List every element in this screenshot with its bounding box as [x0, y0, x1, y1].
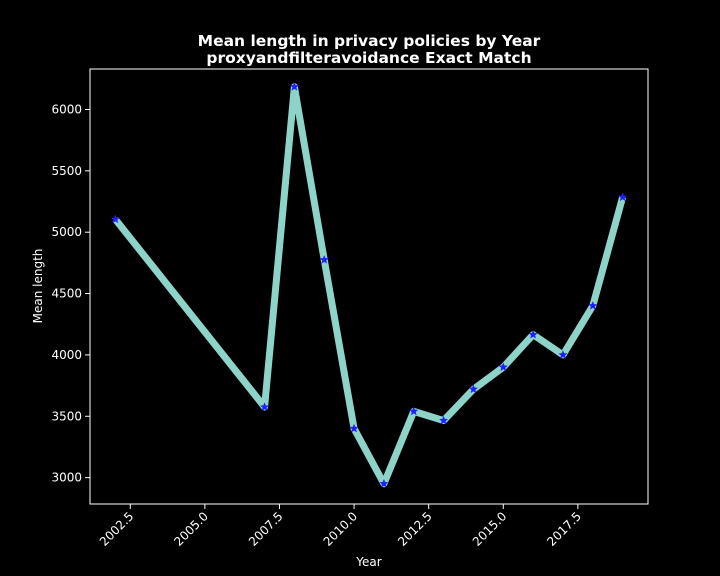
y-tick-label: 4500 [51, 287, 82, 301]
data-point-marker [468, 384, 479, 394]
data-point-marker [379, 478, 389, 488]
y-tick-label: 5500 [51, 164, 82, 178]
data-point-marker [319, 254, 329, 264]
y-tick-label: 4000 [51, 348, 82, 362]
plot-frame [89, 68, 649, 505]
series-layer [110, 81, 628, 488]
data-point-marker [528, 329, 538, 339]
y-tick-label: 5000 [51, 225, 82, 239]
x-axis-label: Year [355, 555, 381, 569]
chart-title: Mean length in privacy policies by Year [198, 32, 541, 50]
y-tick-label: 3500 [51, 409, 82, 423]
data-point-marker [588, 300, 598, 310]
series-line [112, 83, 627, 488]
y-axis-ticks: 3000 3500 4000 4500 5000 5500 6000 [51, 102, 90, 485]
chart-subtitle: proxyandfilteravoidance Exact Match [206, 49, 531, 67]
data-point-marker [259, 402, 270, 412]
y-tick-label: 3000 [51, 471, 82, 485]
data-point-marker [558, 350, 568, 359]
y-axis-label: Mean length [31, 249, 45, 324]
data-point-marker [289, 81, 300, 91]
data-point-marker [617, 192, 628, 202]
y-tick-label: 6000 [51, 102, 82, 116]
data-point-marker [110, 214, 121, 224]
data-point-marker [438, 415, 449, 425]
data-point-marker [498, 362, 508, 372]
data-point-marker [409, 406, 419, 416]
data-point-marker [349, 423, 359, 433]
